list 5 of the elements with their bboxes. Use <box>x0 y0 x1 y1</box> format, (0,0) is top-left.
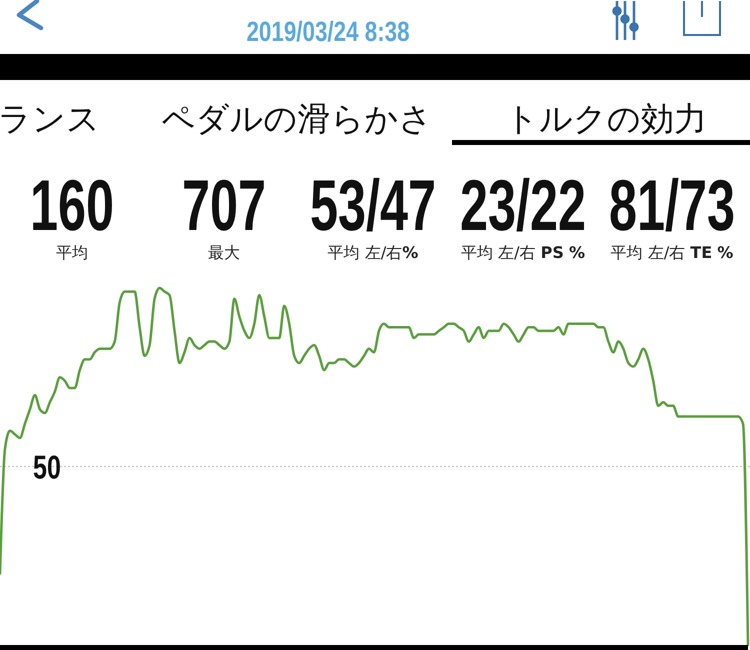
text: 2019/03/24 8:38 <box>246 16 410 48</box>
text: ランス <box>0 99 100 138</box>
ref-line-label: 50 <box>33 449 61 486</box>
text: ペダルの滑らかさ <box>162 99 432 138</box>
text: トルクの効力 <box>505 99 707 138</box>
